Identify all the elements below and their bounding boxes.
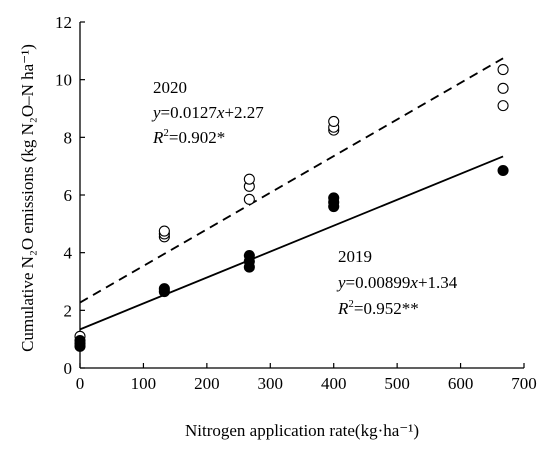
annotation-2019-year: 2019 xyxy=(338,247,372,266)
point-2019 xyxy=(158,283,170,295)
point-2019 xyxy=(328,192,340,204)
y-tick-label: 12 xyxy=(55,13,72,32)
point-2019 xyxy=(243,250,255,262)
y-tick-label: 2 xyxy=(64,301,73,320)
fit-line-2020 xyxy=(79,57,504,304)
point-2020 xyxy=(243,173,255,185)
point-2019 xyxy=(497,164,509,177)
point-2020 xyxy=(497,100,509,112)
annotation-2019: 2019 y=0.00899x+1.34 R2=0.952** xyxy=(336,247,458,318)
point-2020 xyxy=(328,115,340,128)
y-tick-label: 10 xyxy=(55,71,72,90)
annotation-2020-equation: y=0.0127x+2.27 xyxy=(151,103,264,122)
point-2020 xyxy=(158,225,170,237)
y-tick-label: 4 xyxy=(64,244,73,263)
point-2020 xyxy=(497,82,509,94)
y-axis-title: Cumulative N₂O emissions (kg N₂O–N ha⁻¹) xyxy=(18,44,37,352)
x-tick-label: 500 xyxy=(384,374,410,393)
x-tick-label: 0 xyxy=(76,374,85,393)
y-tick-label: 0 xyxy=(64,359,73,378)
annotation-2019-equation: y=0.00899x+1.34 xyxy=(336,273,458,292)
y-tick-label: 6 xyxy=(64,186,73,205)
axes: 0 100 200 300 400 500 600 700 0 2 4 6 8 10 12 xyxy=(55,13,537,393)
annotation-2019-r2: R2=0.952** xyxy=(337,298,419,318)
x-tick-label: 300 xyxy=(258,374,284,393)
point-2019 xyxy=(74,335,86,347)
x-tick-label: 100 xyxy=(131,374,157,393)
x-tick-label: 400 xyxy=(321,374,347,393)
data-points xyxy=(74,64,509,352)
x-tick-label: 600 xyxy=(448,374,474,393)
annotation-2020-year: 2020 xyxy=(153,78,187,97)
annotation-2020-r2: R2=0.902* xyxy=(152,127,225,147)
y-tick-label: 8 xyxy=(64,128,73,147)
fit-line-2019 xyxy=(79,155,504,331)
point-2020 xyxy=(497,64,509,76)
x-axis-title: Nitrogen application rate(kg·ha⁻¹) xyxy=(185,421,419,440)
x-tick-label: 200 xyxy=(194,374,220,393)
fit-lines xyxy=(79,57,504,331)
point-2020 xyxy=(243,193,255,205)
annotation-2020: 2020 y=0.0127x+2.27 R2=0.902* xyxy=(151,78,264,147)
x-tick-label: 700 xyxy=(511,374,537,393)
